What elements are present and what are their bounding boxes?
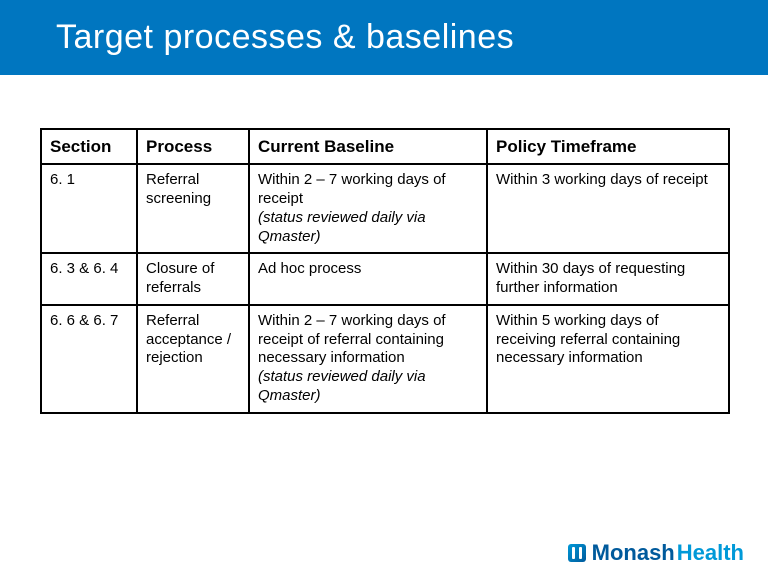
cell-section: 6. 1 xyxy=(41,164,137,253)
cell-process: Referral acceptance / rejection xyxy=(137,305,249,413)
cell-timeframe: Within 30 days of requesting further inf… xyxy=(487,253,729,305)
title-bar: Target processes & baselines xyxy=(0,0,768,75)
baseline-italic: (status reviewed daily via Qmaster) xyxy=(258,209,426,245)
table-row: 6. 1 Referral screening Within 2 – 7 wor… xyxy=(41,164,729,253)
cell-process: Referral screening xyxy=(137,164,249,253)
cell-baseline: Within 2 – 7 working days of receipt of … xyxy=(249,305,487,413)
table-row: 6. 6 & 6. 7 Referral acceptance / reject… xyxy=(41,305,729,413)
baseline-plain: Within 2 – 7 working days of receipt xyxy=(258,171,446,207)
slide-title: Target processes & baselines xyxy=(56,18,768,57)
cell-section: 6. 3 & 6. 4 xyxy=(41,253,137,305)
cell-section: 6. 6 & 6. 7 xyxy=(41,305,137,413)
baseline-plain: Ad hoc process xyxy=(258,260,361,277)
brand-logo: MonashHealth xyxy=(568,540,744,566)
table-header-row: Section Process Current Baseline Policy … xyxy=(41,129,729,164)
slide: Target processes & baselines Section Pro… xyxy=(0,0,768,576)
logo-text-2: Health xyxy=(677,540,744,566)
col-timeframe: Policy Timeframe xyxy=(487,129,729,164)
cell-timeframe: Within 3 working days of receipt xyxy=(487,164,729,253)
logo-text-1: Monash xyxy=(592,540,675,566)
logo-icon xyxy=(568,544,586,562)
cell-timeframe: Within 5 working days of receiving refer… xyxy=(487,305,729,413)
col-process: Process xyxy=(137,129,249,164)
col-section: Section xyxy=(41,129,137,164)
cell-process: Closure of referrals xyxy=(137,253,249,305)
table-row: 6. 3 & 6. 4 Closure of referrals Ad hoc … xyxy=(41,253,729,305)
col-baseline: Current Baseline xyxy=(249,129,487,164)
baseline-plain: Within 2 – 7 working days of receipt of … xyxy=(258,312,446,367)
cell-baseline: Ad hoc process xyxy=(249,253,487,305)
process-table: Section Process Current Baseline Policy … xyxy=(40,128,730,414)
cell-baseline: Within 2 – 7 working days of receipt (st… xyxy=(249,164,487,253)
baseline-italic: (status reviewed daily via Qmaster) xyxy=(258,368,426,404)
